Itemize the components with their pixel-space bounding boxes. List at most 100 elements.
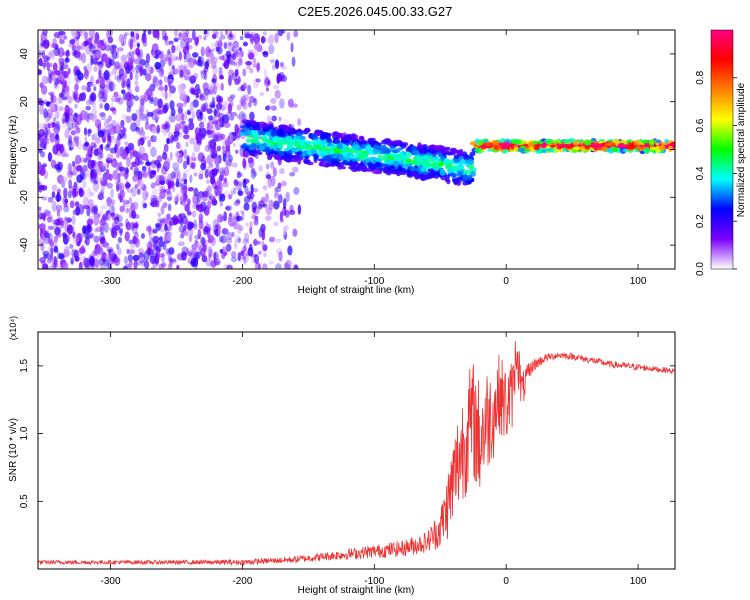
spectral-cell xyxy=(141,152,149,161)
spectral-cell xyxy=(47,51,52,60)
spectral-cell xyxy=(154,54,159,60)
spectral-cell xyxy=(176,192,180,202)
spectral-cell xyxy=(108,253,115,261)
spectral-cell xyxy=(91,261,95,269)
spectral-cell xyxy=(197,204,204,213)
spectral-cell xyxy=(242,160,248,171)
spectral-cell xyxy=(164,40,171,46)
spectral-cell xyxy=(93,262,100,268)
spectral-cell xyxy=(297,204,302,215)
spectral-cell xyxy=(397,164,403,172)
spectral-cell xyxy=(584,143,591,150)
spectral-cell xyxy=(510,143,515,150)
spectral-cell xyxy=(444,158,452,165)
spectral-cell xyxy=(359,144,366,149)
spectral-cell xyxy=(40,184,48,191)
spectral-cell xyxy=(189,174,193,184)
spectral-cell xyxy=(126,52,132,59)
spectral-cell xyxy=(538,140,544,145)
spectral-cell xyxy=(97,193,105,201)
spectral-cell xyxy=(167,180,172,189)
spectral-cell xyxy=(244,33,252,39)
spectral-cell xyxy=(110,44,115,55)
spectral-cell xyxy=(158,236,163,241)
spectral-cell xyxy=(268,199,274,211)
spectral-cell xyxy=(160,67,164,76)
spectral-cell xyxy=(53,258,57,269)
spectral-cell xyxy=(181,64,189,69)
spectral-cell xyxy=(39,257,46,264)
spectral-cell xyxy=(124,141,129,146)
spectral-cell xyxy=(229,133,233,143)
spectral-cell xyxy=(306,150,312,155)
snr-y-axis: 0.5 1.0 1.5 xyxy=(19,358,675,508)
spectral-cell xyxy=(128,260,133,269)
spectral-cell xyxy=(63,203,68,208)
spectral-cell xyxy=(158,86,165,91)
spectral-cell xyxy=(63,35,68,40)
spectral-cell xyxy=(94,61,100,66)
spectral-cell xyxy=(117,133,122,141)
spectral-cell xyxy=(90,55,94,66)
spectral-cell xyxy=(205,129,213,135)
spectral-cell xyxy=(269,59,276,64)
spectral-cell xyxy=(58,30,66,36)
spectral-cell xyxy=(139,65,143,77)
spectral-cell xyxy=(100,143,104,150)
spectral-cell xyxy=(145,65,151,73)
spectral-cell xyxy=(103,84,110,94)
spectral-cell xyxy=(209,248,213,258)
spectral-cell xyxy=(228,61,236,67)
spectral-cell xyxy=(415,174,421,179)
spectral-cell xyxy=(78,261,83,269)
spectral-cell xyxy=(129,151,134,160)
spectral-cell xyxy=(63,245,70,256)
spectral-cell xyxy=(276,136,284,144)
spectral-cell xyxy=(97,130,105,138)
spectral-cell xyxy=(276,74,281,85)
spectral-cell xyxy=(45,253,52,260)
spectral-cell xyxy=(119,171,125,177)
spectral-cell xyxy=(54,102,59,112)
spectral-cell xyxy=(224,137,231,147)
spectral-cell xyxy=(264,68,268,78)
spectral-cell xyxy=(165,233,172,242)
spectral-cell xyxy=(207,246,213,257)
spectral-cell xyxy=(200,127,207,138)
spectral-cell xyxy=(158,189,166,199)
spectral-cell xyxy=(162,152,168,160)
spectral-cell xyxy=(89,232,95,238)
spectral-cell xyxy=(93,133,98,141)
spectral-cell xyxy=(198,213,204,222)
spectral-cell xyxy=(94,118,102,129)
spectral-cell xyxy=(54,163,61,170)
spectral-cell xyxy=(250,33,255,45)
spectral-cell xyxy=(218,235,224,243)
spectral-cell xyxy=(143,135,150,140)
spectral-cell xyxy=(178,225,185,233)
spectral-cell xyxy=(636,145,642,152)
spectral-cell xyxy=(297,118,302,126)
spectral-cell xyxy=(208,253,212,261)
spectral-cell xyxy=(269,125,275,129)
spectral-cell xyxy=(140,233,146,239)
spectral-cell xyxy=(206,154,214,165)
spectral-cell xyxy=(151,266,156,269)
spectral-cell xyxy=(115,161,120,172)
spectral-cell xyxy=(97,41,102,49)
colorbar-ticks: 0.0 0.2 0.4 0.6 0.8 xyxy=(695,70,737,276)
spectral-cell xyxy=(228,154,233,163)
spectral-cell xyxy=(53,245,59,253)
spectral-cell xyxy=(268,44,275,55)
spectral-cell xyxy=(108,173,113,181)
spectral-cell xyxy=(229,94,236,99)
spectral-cell xyxy=(65,112,69,123)
spectral-cell xyxy=(199,92,204,100)
spectral-cell xyxy=(180,38,187,49)
spectral-cell xyxy=(223,166,230,177)
spectral-cell xyxy=(123,255,128,265)
spectral-cell xyxy=(41,62,47,68)
spectral-cell xyxy=(130,122,138,132)
spectral-cell xyxy=(147,139,152,148)
